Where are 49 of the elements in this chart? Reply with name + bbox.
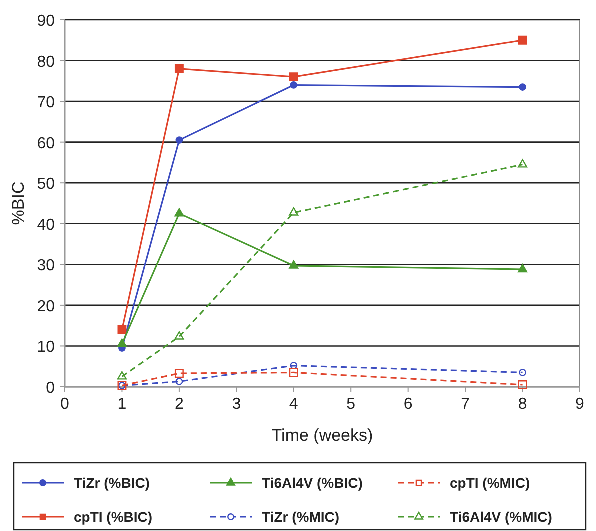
y-tick-label: 40: [37, 216, 56, 234]
y-tick-label: 60: [37, 135, 56, 152]
legend-label: TiZr (%BIC): [74, 475, 150, 491]
y-axis-title: %BIC: [9, 182, 28, 226]
x-tick-label: 1: [118, 396, 127, 413]
legend-label: Ti6Al4V (%MIC): [450, 509, 552, 525]
x-axis-title: Time (weeks): [272, 426, 374, 445]
point: [176, 136, 184, 144]
legend-label: cpTI (%BIC): [74, 509, 153, 525]
y-tick-label: 90: [37, 13, 56, 30]
y-tick-label: 80: [37, 54, 56, 71]
point: [290, 362, 298, 370]
x-tick-label: 7: [461, 396, 470, 413]
point: [518, 36, 528, 45]
point: [174, 331, 184, 340]
point: [290, 82, 298, 89]
point: [289, 368, 298, 378]
point: [118, 325, 127, 334]
point: [518, 380, 528, 390]
point: [519, 84, 526, 91]
x-tick-label: 4: [289, 396, 298, 413]
x-tick-label: 0: [60, 396, 70, 413]
x-tick-label: 9: [576, 396, 585, 413]
legend-label: TiZr (%MIC): [262, 509, 340, 525]
y-tick-label: 10: [37, 339, 56, 356]
point: [289, 207, 299, 216]
point: [174, 208, 184, 217]
y-tick-label: 50: [37, 176, 56, 194]
point: [519, 369, 526, 376]
x-tick-label: 5: [346, 396, 356, 413]
x-tick-label: 6: [404, 396, 413, 413]
point: [174, 369, 184, 378]
y-tick-label: 0: [46, 380, 56, 397]
point: [117, 371, 127, 380]
legend-label: cpTI (%MIC): [450, 475, 530, 491]
y-tick-label: 70: [37, 94, 56, 112]
point: [518, 159, 528, 168]
x-tick-label: 2: [174, 396, 184, 413]
y-tick-label: 30: [37, 258, 56, 275]
point: [289, 260, 299, 269]
y-tick-label: 20: [37, 298, 56, 316]
x-tick-label: 3: [232, 396, 242, 413]
point: [174, 64, 184, 74]
point: [117, 338, 127, 348]
point: [289, 72, 298, 82]
legend-label: Ti6Al4V (%BIC): [262, 475, 363, 491]
x-tick-label: 8: [518, 396, 528, 413]
point: [176, 378, 184, 386]
point: [518, 264, 528, 273]
